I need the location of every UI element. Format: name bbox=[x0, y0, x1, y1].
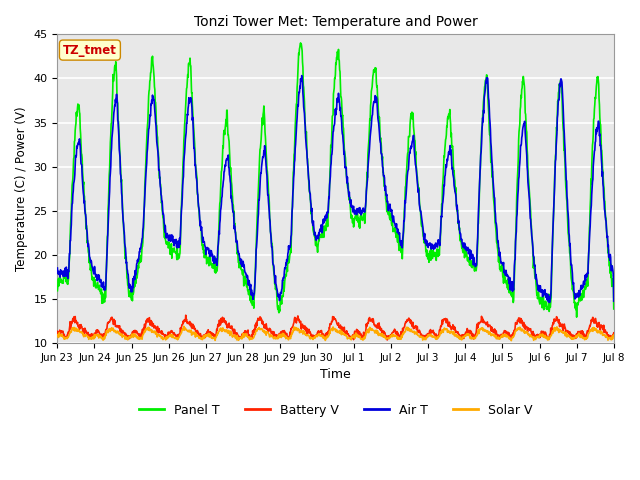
Line: Battery V: Battery V bbox=[58, 315, 614, 340]
Battery V bbox=[177, 326, 185, 332]
Solar V bbox=[422, 335, 430, 340]
Solar V bbox=[545, 336, 552, 341]
Panel T bbox=[422, 248, 430, 253]
Air T bbox=[495, 245, 503, 251]
Air T bbox=[164, 234, 172, 240]
Battery V bbox=[610, 330, 618, 336]
Solar V bbox=[180, 324, 188, 329]
Solar V bbox=[495, 335, 503, 341]
Solar V bbox=[240, 335, 248, 340]
Battery V bbox=[164, 333, 172, 338]
Air T bbox=[544, 292, 552, 298]
Air T bbox=[610, 298, 618, 304]
Battery V bbox=[54, 328, 61, 334]
Battery V bbox=[495, 334, 503, 340]
Battery V bbox=[545, 335, 552, 340]
Battery V bbox=[423, 335, 431, 341]
Panel T bbox=[177, 209, 185, 215]
Line: Solar V: Solar V bbox=[58, 326, 614, 341]
Solar V bbox=[164, 336, 172, 341]
Title: Tonzi Tower Met: Temperature and Power: Tonzi Tower Met: Temperature and Power bbox=[194, 15, 477, 29]
Panel T bbox=[164, 241, 172, 247]
Air T bbox=[546, 300, 554, 305]
Panel T bbox=[297, 40, 305, 46]
Battery V bbox=[182, 312, 189, 318]
Air T bbox=[298, 72, 305, 78]
Legend: Panel T, Battery V, Air T, Solar V: Panel T, Battery V, Air T, Solar V bbox=[134, 399, 537, 421]
Panel T bbox=[239, 268, 247, 274]
Solar V bbox=[177, 330, 185, 336]
Text: TZ_tmet: TZ_tmet bbox=[63, 44, 117, 57]
Air T bbox=[422, 240, 430, 246]
Panel T bbox=[573, 314, 580, 320]
Panel T bbox=[54, 288, 61, 294]
X-axis label: Time: Time bbox=[320, 368, 351, 381]
Line: Air T: Air T bbox=[58, 75, 614, 302]
Air T bbox=[54, 265, 61, 271]
Battery V bbox=[240, 330, 248, 336]
Battery V bbox=[383, 337, 391, 343]
Y-axis label: Temperature (C) / Power (V): Temperature (C) / Power (V) bbox=[15, 107, 28, 271]
Panel T bbox=[495, 254, 503, 260]
Panel T bbox=[544, 305, 552, 311]
Solar V bbox=[54, 334, 61, 339]
Air T bbox=[239, 260, 247, 266]
Line: Panel T: Panel T bbox=[58, 43, 614, 317]
Solar V bbox=[508, 338, 515, 344]
Air T bbox=[177, 214, 185, 219]
Solar V bbox=[610, 333, 618, 339]
Panel T bbox=[610, 306, 618, 312]
